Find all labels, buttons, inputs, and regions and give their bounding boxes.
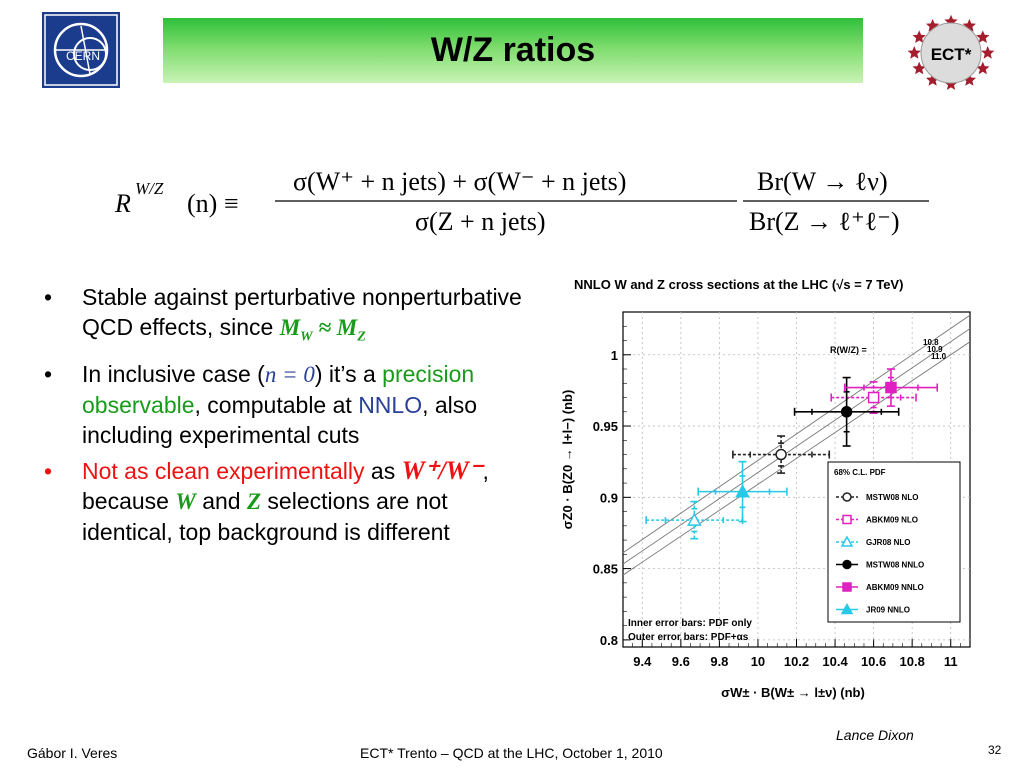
bullet-item: • Stable against perturbative nonperturb… bbox=[44, 284, 522, 345]
x-tick-label: 9.8 bbox=[710, 654, 728, 669]
star-icon bbox=[912, 61, 926, 75]
formula-br-numerator: Br(W → ℓν) bbox=[757, 167, 888, 196]
data-point bbox=[885, 381, 897, 394]
bullet-2-nnlo: NNLO bbox=[358, 391, 423, 418]
ratio-line-label: 10.8 bbox=[923, 338, 939, 347]
bullet-2-mid: , computable at bbox=[194, 391, 359, 418]
formula-lhs-sup: W/Z bbox=[135, 179, 164, 198]
ratio-label: R(W/Z) = bbox=[830, 345, 867, 355]
cross-section-chart: NNLO W and Z cross sections at the LHC (… bbox=[548, 262, 1010, 712]
legend-title: 68% C.L. PDF bbox=[834, 468, 886, 477]
chart-title: NNLO W and Z cross sections at the LHC (… bbox=[574, 277, 903, 292]
star-icon bbox=[981, 46, 995, 59]
formula-lhs-arg: (n) ≡ bbox=[187, 189, 238, 218]
y-tick-label: 0.8 bbox=[600, 633, 618, 648]
bullet-3-and: and bbox=[195, 487, 247, 514]
footer-event: ECT* Trento – QCD at the LHC, October 1,… bbox=[360, 745, 663, 761]
data-point bbox=[842, 559, 852, 570]
footer-author: Gábor I. Veres bbox=[27, 745, 118, 761]
ratio-line-label: 11.0 bbox=[931, 352, 947, 361]
ect-logo: ECT* bbox=[905, 12, 997, 94]
bullet-1-text: Stable against perturbative nonperturbat… bbox=[82, 284, 522, 340]
chart-svg: NNLO W and Z cross sections at the LHC (… bbox=[560, 277, 971, 700]
data-point bbox=[775, 448, 787, 461]
y-axis-label: σZ0 · B(Z0 → l+l−) (nb) bbox=[560, 390, 575, 530]
data-point bbox=[840, 602, 854, 615]
x-tick-label: 10.8 bbox=[900, 654, 925, 669]
data-point bbox=[842, 582, 852, 592]
bullet-1-math: MW ≈ MZ bbox=[279, 315, 366, 345]
bullet-3-as: as bbox=[364, 457, 402, 484]
x-tick-label: 9.6 bbox=[672, 654, 690, 669]
bullet-2-post: ) it’s a bbox=[314, 360, 383, 387]
star-icon bbox=[926, 73, 940, 86]
star-icon bbox=[976, 30, 990, 43]
ect-logo-text: ECT* bbox=[931, 45, 972, 64]
x-tick-label: 10 bbox=[751, 654, 765, 669]
ratio-formula: R W/Z (n) ≡ σ(W⁺ + n jets) + σ(W⁻ + n je… bbox=[114, 160, 945, 240]
ratio-lines bbox=[623, 314, 970, 576]
data-point bbox=[842, 514, 852, 525]
cern-logo-text: CERN bbox=[66, 49, 100, 63]
data-point bbox=[840, 535, 854, 547]
bullet-2-highlight: precision observable bbox=[82, 360, 475, 418]
ratio-line-label: 10.9 bbox=[927, 345, 943, 354]
title-bar: W/Z ratios bbox=[163, 18, 863, 83]
star-icon bbox=[962, 73, 976, 86]
x-tick-label: 11 bbox=[944, 654, 958, 669]
bullet-3-z: Z bbox=[246, 488, 262, 514]
data-point bbox=[735, 484, 750, 498]
x-tick-label: 10.6 bbox=[861, 654, 886, 669]
star-icon bbox=[907, 46, 921, 59]
legend-label: ABKM09 NNLO bbox=[866, 583, 924, 592]
data-point bbox=[867, 391, 880, 404]
bullet-3-because: , because bbox=[82, 457, 489, 514]
bullet-2-pre: In inclusive case ( bbox=[82, 360, 265, 387]
legend-label: ABKM09 NLO bbox=[866, 516, 918, 525]
page-title: W/Z ratios bbox=[430, 31, 596, 69]
credit-text: Lance Dixon bbox=[836, 727, 914, 743]
formula-numerator: σ(W⁺ + n jets) + σ(W⁻ + n jets) bbox=[293, 167, 626, 196]
legend-label: GJR08 NLO bbox=[866, 538, 910, 547]
ratio-line bbox=[623, 328, 970, 565]
bullet-2-math: n = 0 bbox=[264, 361, 315, 387]
x-tick-label: 10.4 bbox=[822, 654, 848, 669]
bullet-3-math: W⁺/W⁻ bbox=[401, 455, 483, 485]
page-number: 32 bbox=[988, 743, 1002, 757]
data-point bbox=[840, 406, 853, 418]
legend-label: JR09 NNLO bbox=[866, 606, 910, 615]
x-axis-label: σW± · B(W± → l±ν) (nb) bbox=[721, 685, 865, 700]
bullet-3-red: Not as clean experimentally bbox=[82, 457, 365, 484]
star-icon bbox=[912, 30, 926, 43]
data-point bbox=[842, 492, 852, 502]
legend-label: MSTW08 NNLO bbox=[866, 561, 924, 570]
x-tick-label: 9.4 bbox=[633, 654, 652, 669]
ratio-line bbox=[623, 341, 970, 576]
star-icon bbox=[976, 61, 990, 75]
bullet-3-w: W bbox=[175, 488, 196, 514]
bullet-3-end: selections are not identical, top backgr… bbox=[82, 487, 450, 545]
ratio-line bbox=[623, 314, 970, 554]
bullet-2-end: , also including experimental cuts bbox=[82, 391, 478, 448]
bullet-list: • Stable against perturbative nonperturb… bbox=[40, 282, 530, 553]
y-tick-label: 0.9 bbox=[600, 490, 618, 505]
formula-lhs: R bbox=[115, 189, 131, 218]
bullet-item: • Not as clean experimentally as W⁺/W⁻, … bbox=[44, 455, 489, 545]
y-tick-label: 0.95 bbox=[593, 419, 618, 434]
data-point bbox=[687, 512, 702, 526]
x-tick-label: 10.2 bbox=[784, 654, 809, 669]
y-tick-label: 0.85 bbox=[593, 562, 618, 577]
legend-label: MSTW08 NLO bbox=[866, 493, 918, 502]
cern-logo: CERN bbox=[42, 12, 120, 88]
formula-denominator: σ(Z + n jets) bbox=[415, 207, 545, 236]
y-tick-label: 1 bbox=[611, 348, 618, 363]
bullet-item: • In inclusive case (n = 0) it’s a preci… bbox=[44, 360, 478, 448]
formula-br-denominator: Br(Z → ℓ⁺ℓ⁻) bbox=[749, 207, 900, 236]
legend-note-outer: Outer error bars: PDF+αs bbox=[628, 632, 749, 643]
star-icon bbox=[944, 77, 958, 90]
legend-note-inner: Inner error bars: PDF only bbox=[628, 618, 752, 629]
